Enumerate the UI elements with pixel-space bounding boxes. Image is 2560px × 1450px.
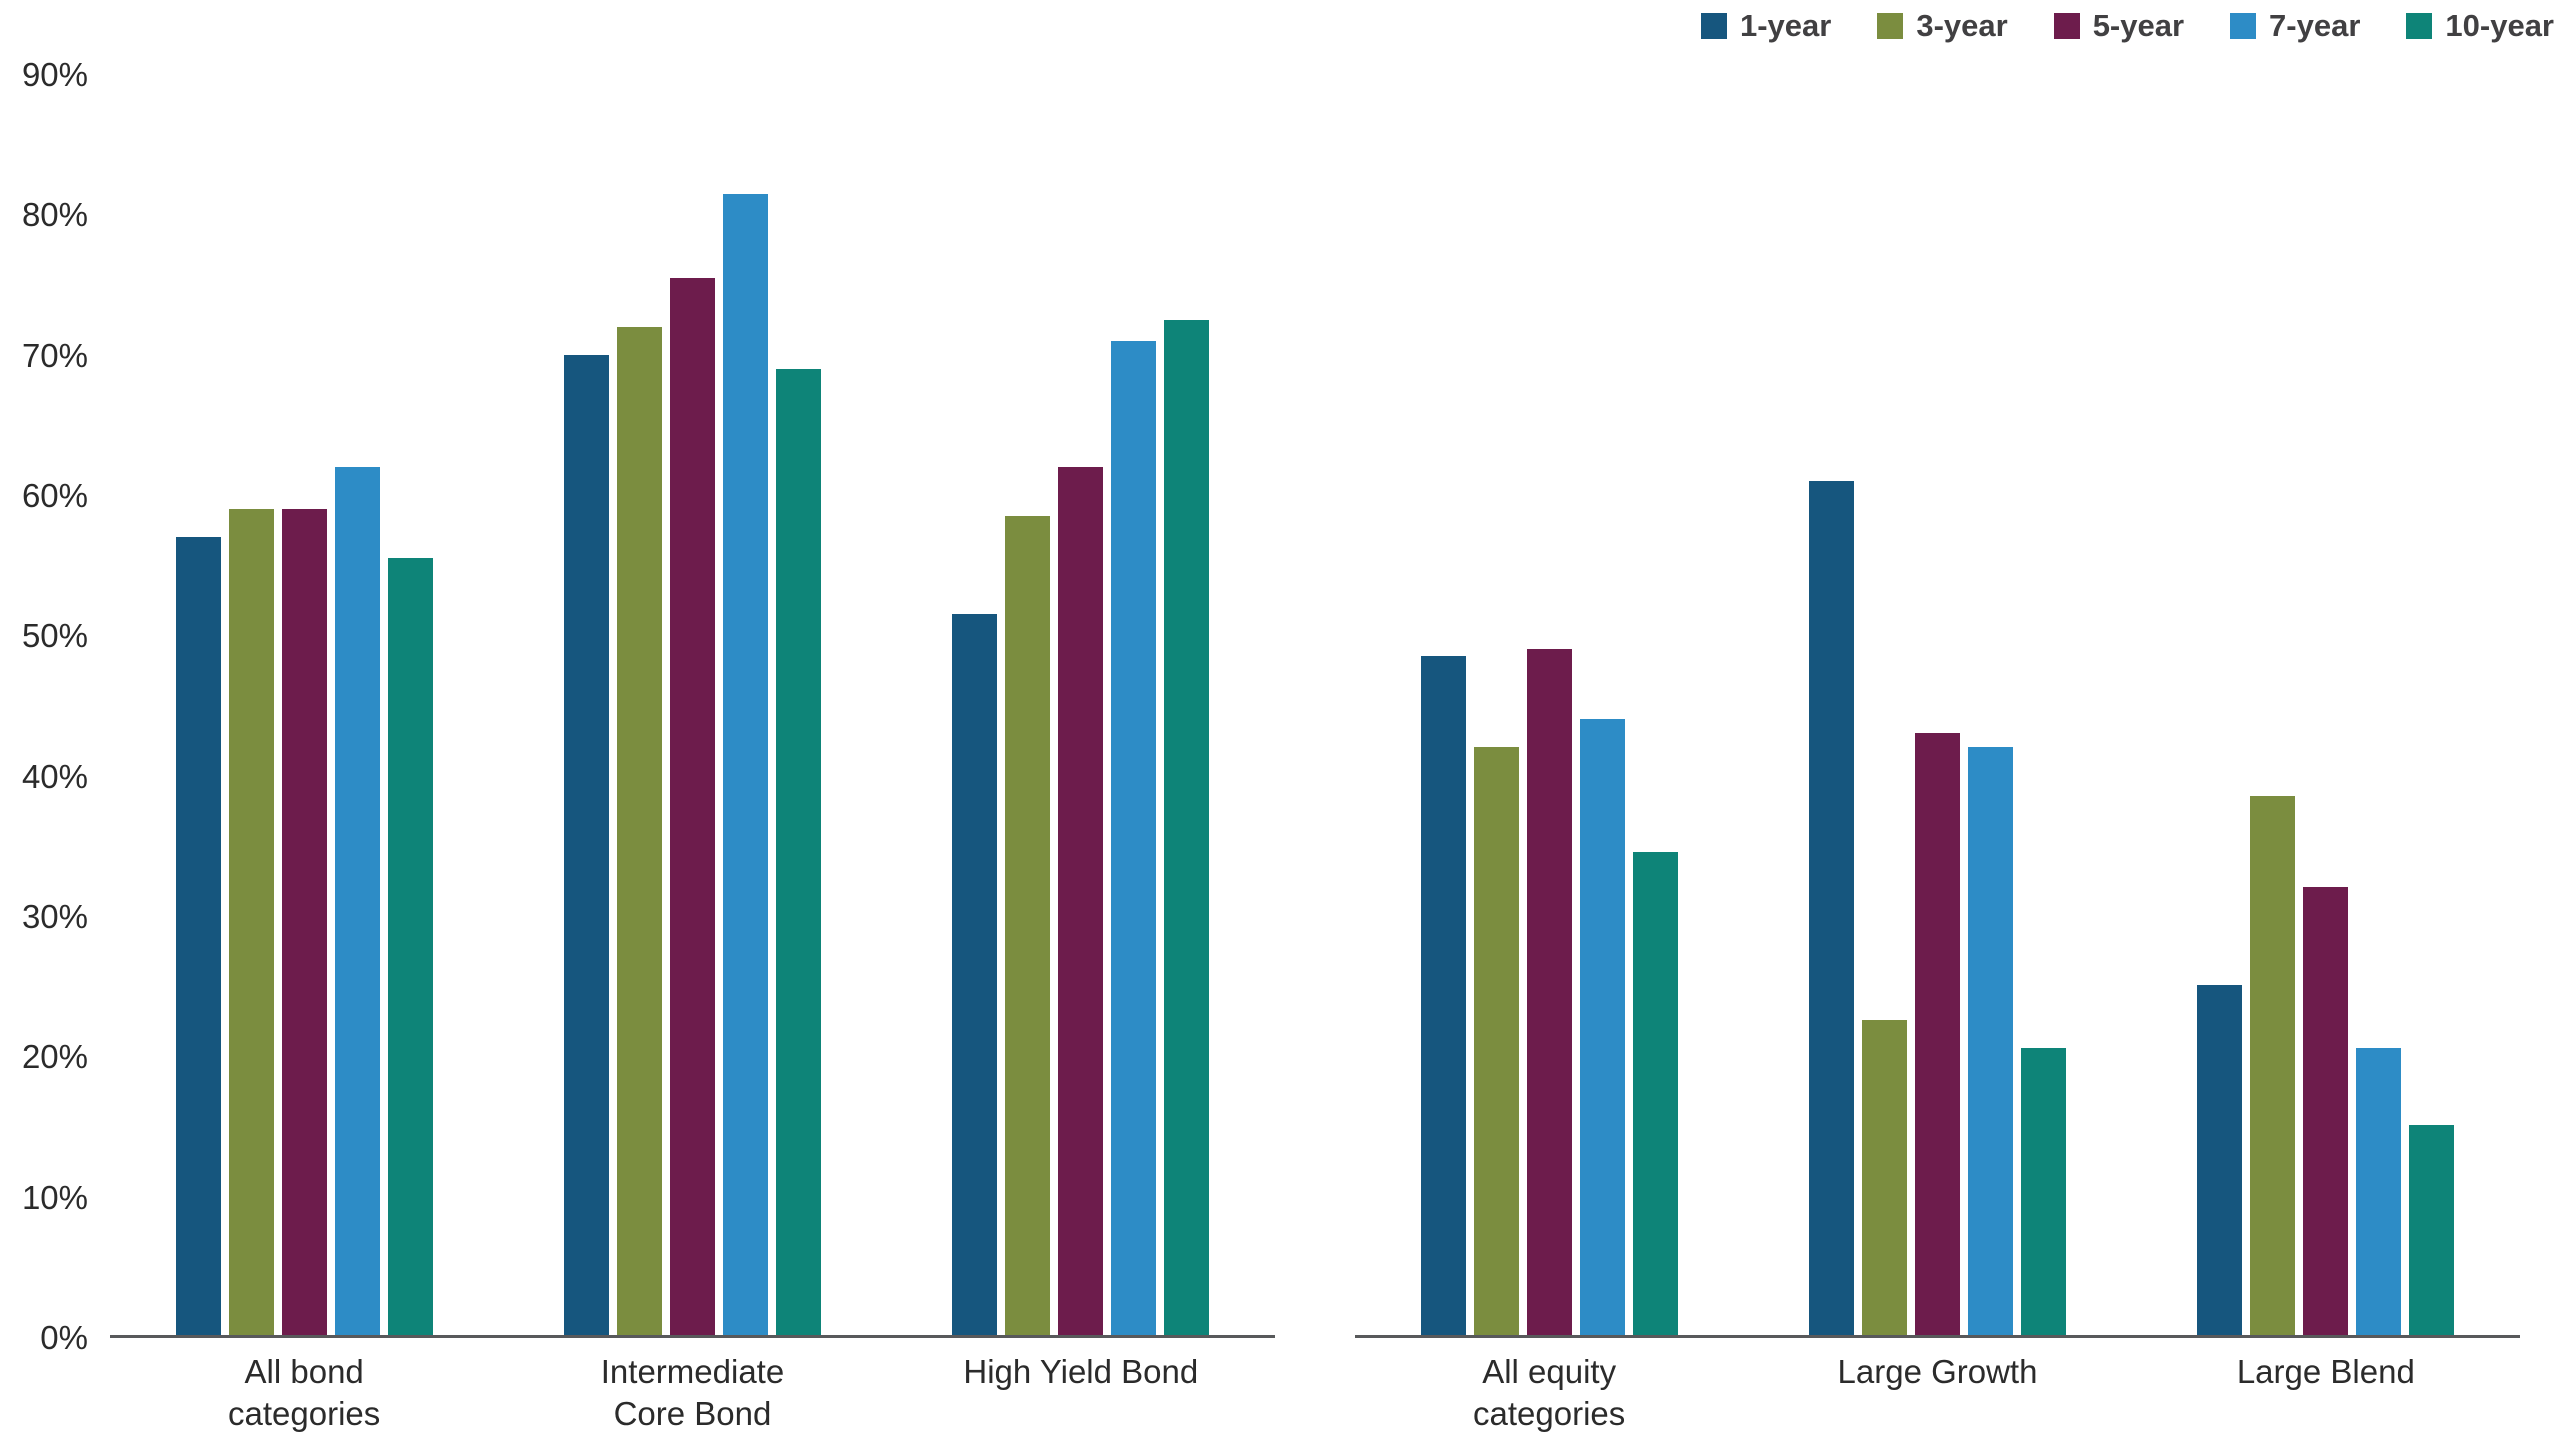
legend-swatch-icon [1700,13,1727,39]
y-axis-tick-label: 50% [21,617,88,655]
legend-item-10-year: 10-year [2406,8,2554,44]
bar-1-year [2197,985,2243,1335]
bar-3-year [1473,747,1519,1335]
legend-swatch-icon [2230,13,2257,39]
bar-5-year [2303,887,2349,1335]
legend-label: 3-year [1916,8,2008,43]
bar-1-year [175,537,221,1335]
legend-label: 5-year [2092,8,2185,43]
bar-1-year [952,614,998,1335]
grouped-bar-chart: 0% 10% 20% 30% 40% 50% 60% 70% 80% 90% All bond ca… [20,56,2520,1432]
bar-10-year [2020,1048,2066,1335]
bar-5-year [669,278,715,1335]
bar-3-year [1005,516,1051,1335]
category-label: Large Blend [2236,1353,2415,1390]
legend-label: 7-year [2269,8,2361,43]
bar-5-year [1526,649,1572,1335]
legend-swatch-icon [1877,13,1904,39]
bar-3-year [1861,1020,1907,1335]
y-axis-tick-label: 10% [21,1178,88,1216]
bar-1-year [1420,656,1466,1335]
legend-swatch-icon [2406,13,2433,39]
chart-panels: All bond categories Intermediate Core Bond H… [110,75,2520,1432]
bar-7-year [334,467,380,1335]
y-axis-tick-label: 90% [21,56,88,93]
bar-3-year [616,327,662,1335]
panel-equity-categories: All equity categories Large Growth Large Bl… [1355,75,2520,1432]
bar-10-year [387,558,433,1335]
y-axis: 0% 10% 20% 30% 40% 50% 60% 70% 80% 90% [20,56,110,1356]
panel-bond-categories: All bond categories Intermediate Core Bond H… [110,75,1275,1432]
bar-5-year [1058,467,1104,1335]
bar-group: All bond categories [175,75,433,1432]
legend-swatch-icon [2053,13,2080,39]
y-axis-tick-label: 20% [21,1038,88,1076]
y-axis-tick-label: 0% [40,1319,88,1356]
category-label: High Yield Bond [963,1353,1199,1390]
bar-3-year [2250,796,2296,1335]
bar-1-year [563,355,609,1335]
y-axis-tick-label: 60% [21,477,88,514]
bar-7-year [1111,341,1157,1335]
bar-group: Large Blend [2197,75,2455,1390]
y-axis-tick-label: 80% [21,196,88,234]
bar-group: Large Growth [1808,75,2066,1390]
chart-legend: 1-year 3-year 5-year 7-year 10-year [1700,8,2554,44]
legend-item-1-year: 1-year [1700,8,1832,44]
bar-1-year [1808,481,1854,1335]
bar-7-year [722,194,768,1335]
bar-7-year [2356,1048,2402,1335]
y-axis-tick-label: 70% [21,336,88,374]
bar-5-year [281,509,327,1335]
legend-label: 1-year [1739,8,1832,43]
bar-10-year [1632,852,1678,1335]
legend-item-3-year: 3-year [1877,8,2008,44]
bar-group: High Yield Bond [952,75,1210,1390]
category-label: Large Growth [1837,1353,2038,1390]
bar-10-year [775,369,821,1335]
category-label: Intermediate Core Bond [600,1353,785,1433]
bar-7-year [1579,719,1625,1335]
y-axis-tick-label: 40% [21,757,88,795]
legend-label: 10-year [2445,8,2554,43]
bar-7-year [1967,747,2013,1335]
category-label: All bond categories [228,1353,381,1433]
bar-10-year [1164,320,1210,1335]
legend-item-7-year: 7-year [2230,8,2360,44]
category-label: All equity categories [1473,1353,1626,1433]
y-axis-tick-label: 30% [21,898,88,935]
bar-group: All equity categories [1420,75,1678,1432]
legend-item-5-year: 5-year [2053,8,2185,44]
bar-10-year [2409,1125,2455,1335]
bar-group: Intermediate Core Bond [563,75,821,1432]
bar-3-year [228,509,274,1335]
bar-5-year [1914,733,1960,1335]
